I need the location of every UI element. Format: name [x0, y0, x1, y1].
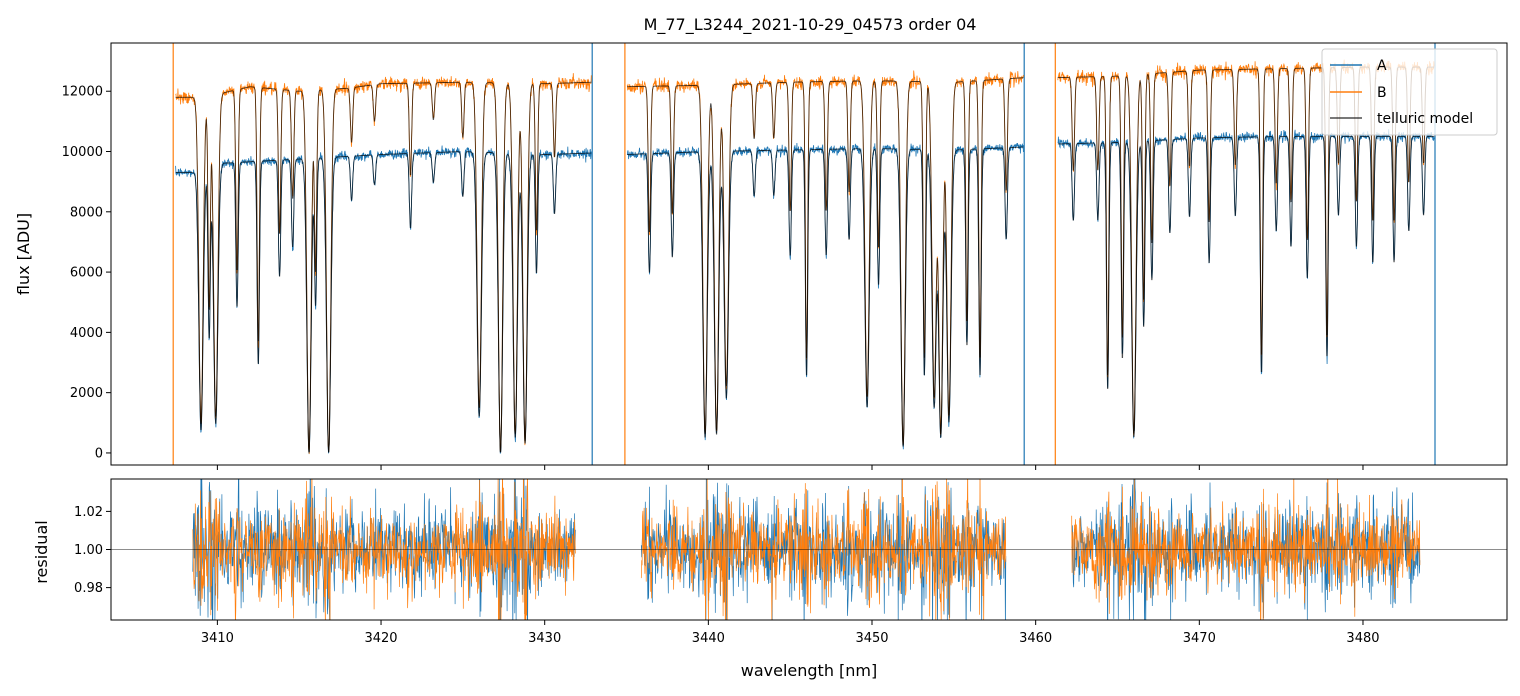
telluric-model-a-line [627, 146, 1024, 447]
residual-x-tick-label: 3470 [1183, 631, 1216, 646]
flux-y-tick-label: 12000 [62, 85, 103, 100]
telluric-model-a-line [175, 151, 592, 453]
residual-y-tick-label: 0.98 [74, 581, 103, 596]
flux-y-tick-label: 10000 [62, 145, 103, 160]
residual-x-tick-label: 3420 [364, 631, 397, 646]
flux-panel: M_77_L3244_2021-10-29_04573 order 04 0 20… [14, 15, 1508, 470]
residual-x-tick-label: 3480 [1346, 631, 1379, 646]
residual-y-axis-label: residual [32, 520, 51, 583]
residual-plot-area [111, 479, 1507, 620]
flux-y-tick-label: 8000 [70, 205, 103, 220]
legend-frame [1321, 48, 1498, 136]
flux-y-tick-label: 4000 [70, 326, 103, 341]
residual-x-tick-label: 3430 [528, 631, 561, 646]
residual-y-ticks: 0.98 1.00 1.02 [74, 505, 111, 596]
residual-x-tick-label: 3440 [692, 631, 725, 646]
series-b-line [626, 70, 1024, 444]
series-a-line [1057, 129, 1435, 439]
residual-y-tick-label: 1.02 [74, 505, 103, 520]
residual-y-tick-label: 1.00 [74, 543, 103, 558]
flux-x-ticks [216, 465, 1364, 470]
legend: A B telluric model [1321, 48, 1498, 136]
flux-y-tick-label: 6000 [70, 266, 103, 281]
telluric-model-b-line [175, 81, 592, 453]
residual-panel: 0.98 1.00 1.02 3410 3420 3430 3440 3450 3460 347… [32, 478, 1508, 680]
flux-y-axis-label: flux [ADU] [14, 213, 33, 295]
residual-x-tick-label: 3410 [201, 631, 234, 646]
residual-x-tick-label: 3460 [1019, 631, 1052, 646]
residual-b-line [1071, 479, 1421, 620]
telluric-model-a-line [1057, 135, 1435, 437]
telluric-model-b-line [627, 77, 1024, 445]
flux-y-tick-label: 2000 [70, 386, 103, 401]
residual-b-line [640, 479, 1007, 620]
legend-label-telluric: telluric model [1377, 111, 1473, 127]
legend-label-b: B [1377, 85, 1387, 101]
chart-title: M_77_L3244_2021-10-29_04573 order 04 [644, 15, 977, 35]
flux-axes-frame [110, 42, 1508, 466]
residual-x-tick-label: 3450 [855, 631, 888, 646]
legend-label-a: A [1377, 58, 1387, 74]
residual-b-line [192, 479, 576, 620]
residual-x-axis-label: wavelength [nm] [741, 661, 878, 680]
flux-y-tick-label: 0 [95, 446, 103, 461]
residual-x-ticks: 3410 3420 3430 3440 3450 3460 3470 3480 [201, 620, 1380, 646]
flux-y-ticks: 0 2000 4000 6000 8000 10000 12000 [62, 85, 111, 461]
flux-plot-area [172, 43, 1436, 465]
telluric-model-b-line [1057, 66, 1435, 434]
